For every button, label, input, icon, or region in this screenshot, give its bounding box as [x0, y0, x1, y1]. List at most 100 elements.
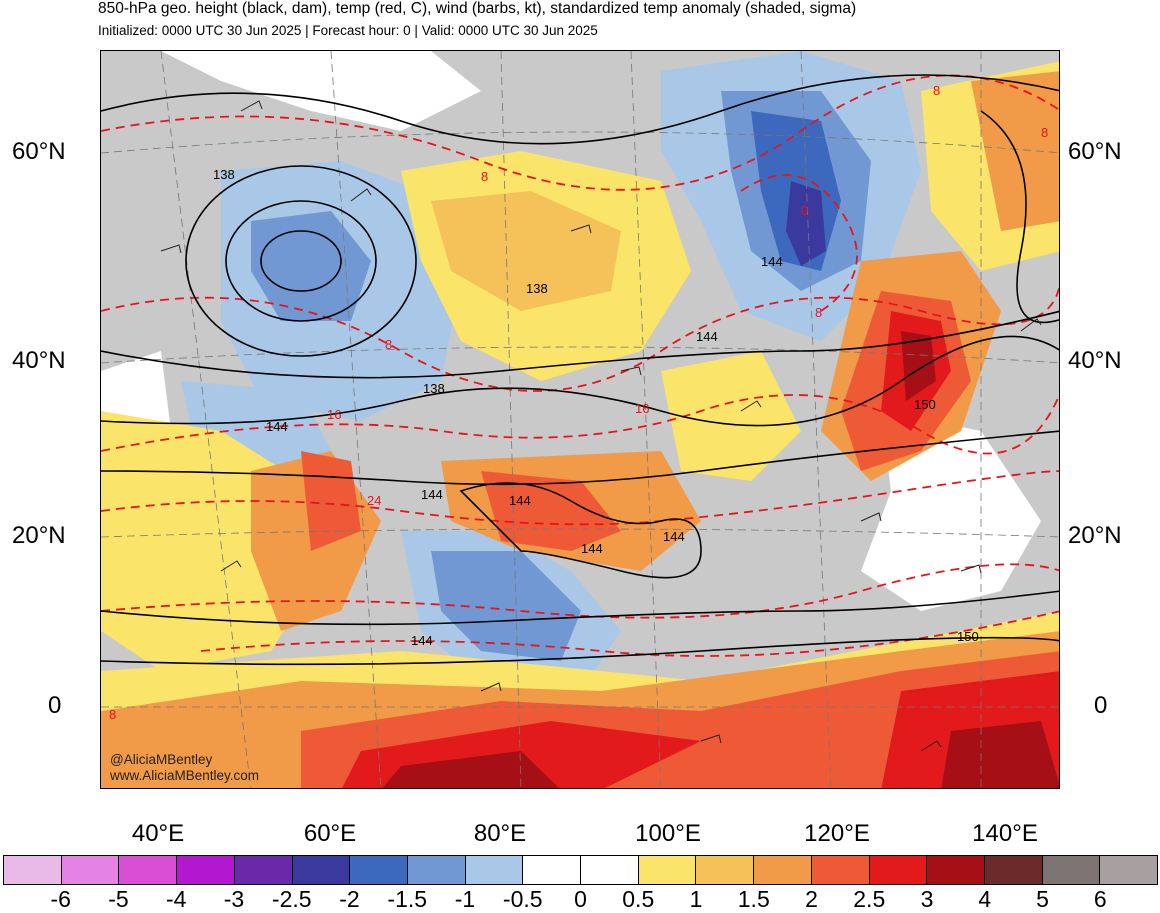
- colorbar-box: [1100, 856, 1158, 884]
- height-label: 144: [266, 419, 288, 434]
- lat-label-right: 0: [1094, 692, 1108, 719]
- temp-label: 8: [109, 707, 116, 722]
- colorbar-tick-label: 3: [920, 886, 934, 912]
- colorbar-box: [811, 856, 870, 884]
- colorbar-box: [465, 856, 524, 884]
- watermark-handle: @AliciaMBentley: [110, 752, 213, 767]
- height-label: 144: [696, 329, 718, 344]
- height-label: 144: [581, 541, 603, 556]
- height-label: 138: [213, 167, 235, 182]
- temp-label: 8: [1041, 125, 1048, 140]
- colorbar-box: [696, 856, 755, 884]
- height-contours: [101, 74, 1059, 666]
- colorbar-tick-label: -2: [339, 886, 360, 912]
- watermark-url: www.AliciaMBentley.com: [110, 768, 260, 783]
- temp-label: 8: [481, 169, 488, 184]
- colorbar-tick-label: -5: [108, 886, 129, 912]
- chart-title: 850-hPa geo. height (black, dam), temp (…: [98, 0, 857, 17]
- lon-label: 140°E: [972, 820, 1038, 847]
- anomaly-region: [901, 331, 936, 401]
- colorbar-tick-label: 5: [1036, 886, 1049, 912]
- anomaly-region: [382, 751, 559, 788]
- temp-label: 8: [385, 337, 392, 352]
- temperature-contours: [101, 74, 1059, 657]
- temp-label: 16: [327, 407, 341, 422]
- height-label: 144: [509, 493, 531, 508]
- anomaly-region: [251, 211, 371, 321]
- lat-label-right: 20°N: [1068, 522, 1122, 549]
- colorbar-box: [754, 856, 812, 884]
- colorbar-box: [581, 856, 639, 884]
- map-panel: 138 138 138 144 144 144 144 144 144 144 …: [100, 50, 1060, 789]
- wind-barbs: [160, 100, 1042, 752]
- colorbar-tick-label: 0: [574, 886, 587, 912]
- height-label: 144: [421, 487, 443, 502]
- height-label: 150: [914, 397, 936, 412]
- colorbar-box: [292, 856, 351, 884]
- anomaly-region: [786, 181, 826, 266]
- temp-label: 24: [367, 493, 381, 508]
- colorbar-tick-label: -1.5: [387, 886, 428, 912]
- colorbar-tick-label: -4: [166, 886, 187, 912]
- height-label: 138: [526, 281, 548, 296]
- colorbar-box: [1042, 856, 1101, 884]
- chart-subtitle: Initialized: 0000 UTC 30 Jun 2025 | Fore…: [98, 23, 598, 38]
- lon-label: 40°E: [131, 820, 185, 847]
- colorbar-tick-label: -1: [454, 886, 476, 912]
- colorbar-box: [119, 856, 178, 884]
- anomaly-region: [661, 351, 801, 481]
- lon-label: 80°E: [473, 820, 527, 847]
- lat-label-right: 60°N: [1068, 138, 1122, 165]
- colorbar-box: [407, 856, 466, 884]
- map-canvas: 138 138 138 144 144 144 144 144 144 144 …: [101, 51, 1059, 788]
- temp-label: 8: [815, 305, 822, 320]
- lon-label: 120°E: [804, 820, 870, 847]
- anomaly-region: [431, 551, 581, 661]
- lat-label-left: 60°N: [12, 138, 66, 165]
- anomaly-region: [941, 721, 1059, 788]
- height-labels: 138 138 138 144 144 144 144 144 144 144 …: [213, 167, 979, 648]
- colorbar-box: [869, 856, 928, 884]
- height-label: 144: [663, 529, 685, 544]
- colorbar-box: [350, 856, 408, 884]
- colorbar-tick-label: -6: [50, 886, 71, 912]
- colorbar-tick-label: 1.5: [737, 886, 770, 912]
- colorbar-box: [61, 856, 120, 884]
- height-label: 144: [761, 254, 783, 269]
- colorbar-tick-label: -0.5: [502, 886, 543, 912]
- colorbar-tick-label: 6: [1093, 886, 1107, 912]
- lat-label-left: 0: [48, 692, 62, 719]
- temp-label: 0: [801, 203, 808, 218]
- colorbar-box: [984, 856, 1043, 884]
- colorbar-tick-label: -2.5: [271, 886, 312, 912]
- colorbar-box: [638, 856, 697, 884]
- colorbar-tick-label: -3: [223, 886, 245, 912]
- colorbar-box: [523, 856, 582, 884]
- watermark: @AliciaMBentley www.AliciaMBentley.com: [110, 752, 259, 784]
- colorbar-tick-label: 2: [805, 886, 818, 912]
- temp-label: 16: [635, 401, 649, 416]
- lat-label-left: 20°N: [12, 522, 66, 549]
- colorbar-box: [4, 856, 62, 884]
- lat-label-left: 40°N: [12, 347, 66, 374]
- colorbar-tick-label: 1: [689, 886, 703, 912]
- colorbar-tick-label: 2.5: [853, 886, 886, 912]
- height-label: 144: [411, 633, 433, 648]
- lat-label-right: 40°N: [1068, 347, 1122, 374]
- height-label: 138: [423, 381, 445, 396]
- colorbar: [3, 855, 1158, 885]
- colorbar-tick-label: 4: [978, 886, 992, 912]
- height-label: 150: [957, 629, 979, 644]
- anomaly-region: [161, 51, 481, 131]
- lon-label: 60°E: [303, 820, 357, 847]
- temperature-labels: 8 8 8 8 0 16 16 24 8 8: [109, 83, 1048, 722]
- colorbar-box: [234, 856, 293, 884]
- lon-label: 100°E: [635, 820, 701, 847]
- graticule: [101, 51, 1059, 788]
- colorbar-box: [927, 856, 985, 884]
- colorbar-tick-label: 0.5: [622, 886, 655, 912]
- anomaly-region: [481, 471, 621, 551]
- temp-label: 8: [933, 83, 940, 98]
- colorbar-box: [177, 856, 235, 884]
- anomaly-region: [431, 191, 621, 311]
